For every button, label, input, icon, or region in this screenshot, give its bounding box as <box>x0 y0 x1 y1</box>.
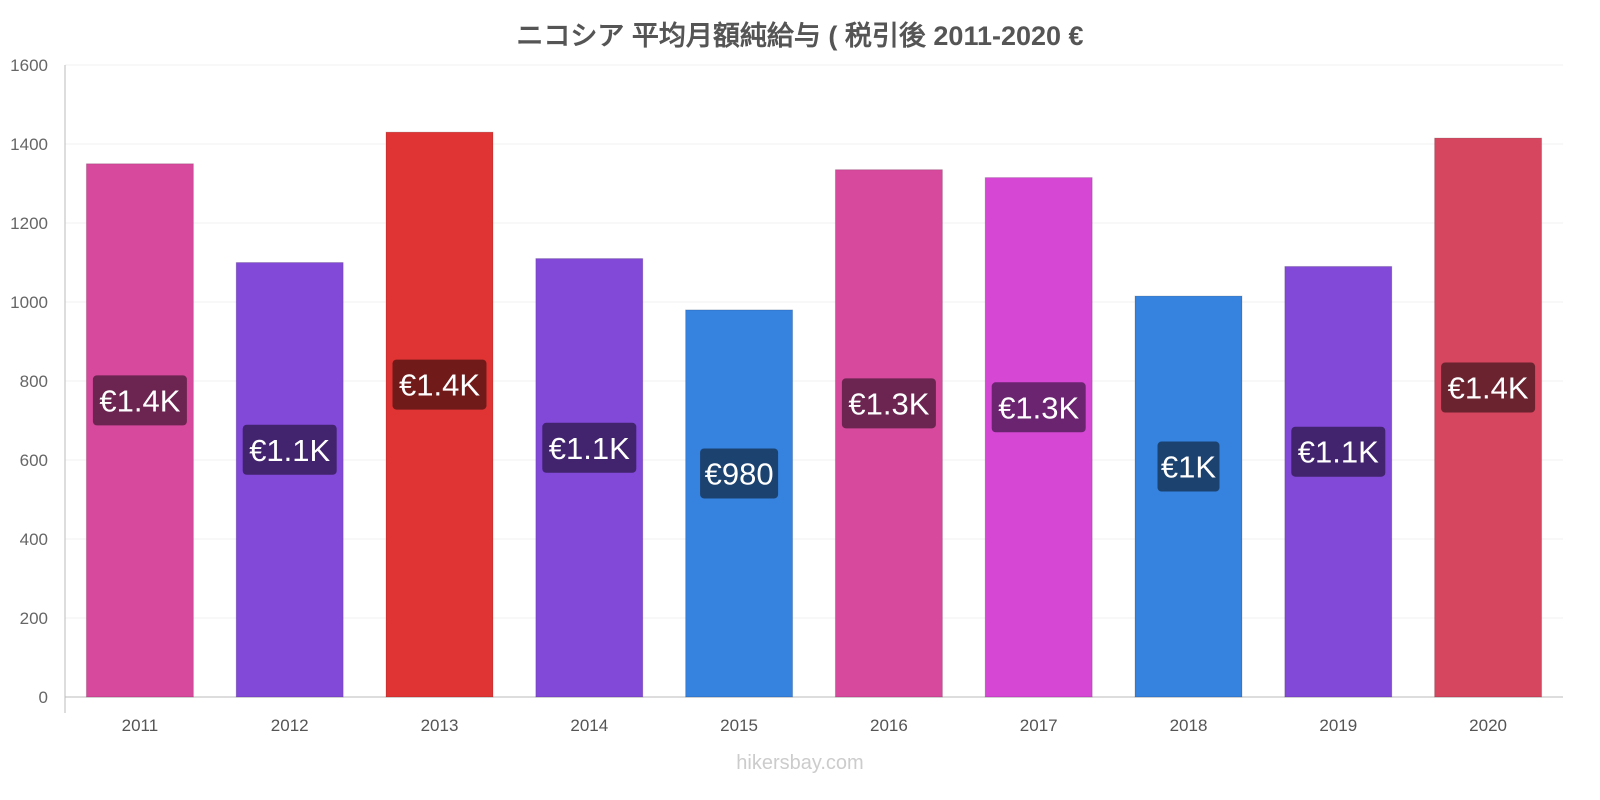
x-tick-label: 2015 <box>720 716 758 735</box>
y-tick-label: 800 <box>20 372 48 391</box>
data-label-bg <box>1291 426 1386 477</box>
y-tick-label: 1000 <box>10 293 48 312</box>
data-label-bg <box>92 375 187 426</box>
y-tick-label: 0 <box>39 688 48 707</box>
data-label-bg <box>841 378 936 429</box>
data-label: €1.4K <box>99 383 180 418</box>
data-label-bg <box>700 448 779 499</box>
x-tick-label: 2012 <box>271 716 309 735</box>
y-tick-label: 1600 <box>10 56 48 75</box>
bar <box>834 169 943 698</box>
watermark: hikersbay.com <box>736 752 864 774</box>
bar <box>535 258 644 698</box>
data-label: €980 <box>705 456 774 491</box>
data-label-bg <box>542 422 637 473</box>
data-label: €1.3K <box>998 390 1079 425</box>
y-tick-label: 1400 <box>10 135 48 154</box>
data-label-bg <box>1157 441 1220 492</box>
x-tick-label: 2013 <box>421 716 459 735</box>
bar <box>1284 265 1393 698</box>
data-label: €1.4K <box>399 368 480 403</box>
data-label: €1.1K <box>549 431 630 466</box>
data-label-bg <box>242 424 337 475</box>
x-tick-label: 2020 <box>1469 716 1507 735</box>
bar <box>85 163 194 698</box>
bar <box>685 309 794 698</box>
y-tick-label: 200 <box>20 609 48 628</box>
bar <box>984 177 1093 698</box>
data-label: €1.1K <box>249 433 330 468</box>
data-label: €1.1K <box>1298 435 1379 470</box>
y-tick-label: 600 <box>20 451 48 470</box>
x-tick-label: 2018 <box>1170 716 1208 735</box>
x-tick-label: 2014 <box>570 716 608 735</box>
bar <box>1434 137 1543 698</box>
data-label: €1K <box>1161 450 1216 485</box>
x-tick-label: 2011 <box>122 716 159 735</box>
data-label: €1.3K <box>848 386 929 421</box>
data-label: €1.4K <box>1448 371 1529 406</box>
bar <box>385 131 494 698</box>
bar <box>235 262 344 698</box>
x-tick-label: 2019 <box>1319 716 1357 735</box>
x-tick-label: 2016 <box>870 716 908 735</box>
x-tick-label: 2017 <box>1020 716 1058 735</box>
data-label-bg <box>1441 362 1536 413</box>
chart-title: ニコシア 平均月額純給与 ( 税引後 2011-2020 € <box>516 21 1084 51</box>
data-label-bg <box>991 382 1086 433</box>
bar <box>1134 295 1243 698</box>
y-tick-label: 400 <box>20 530 48 549</box>
y-tick-label: 1200 <box>10 214 48 233</box>
data-label-bg <box>392 359 487 410</box>
